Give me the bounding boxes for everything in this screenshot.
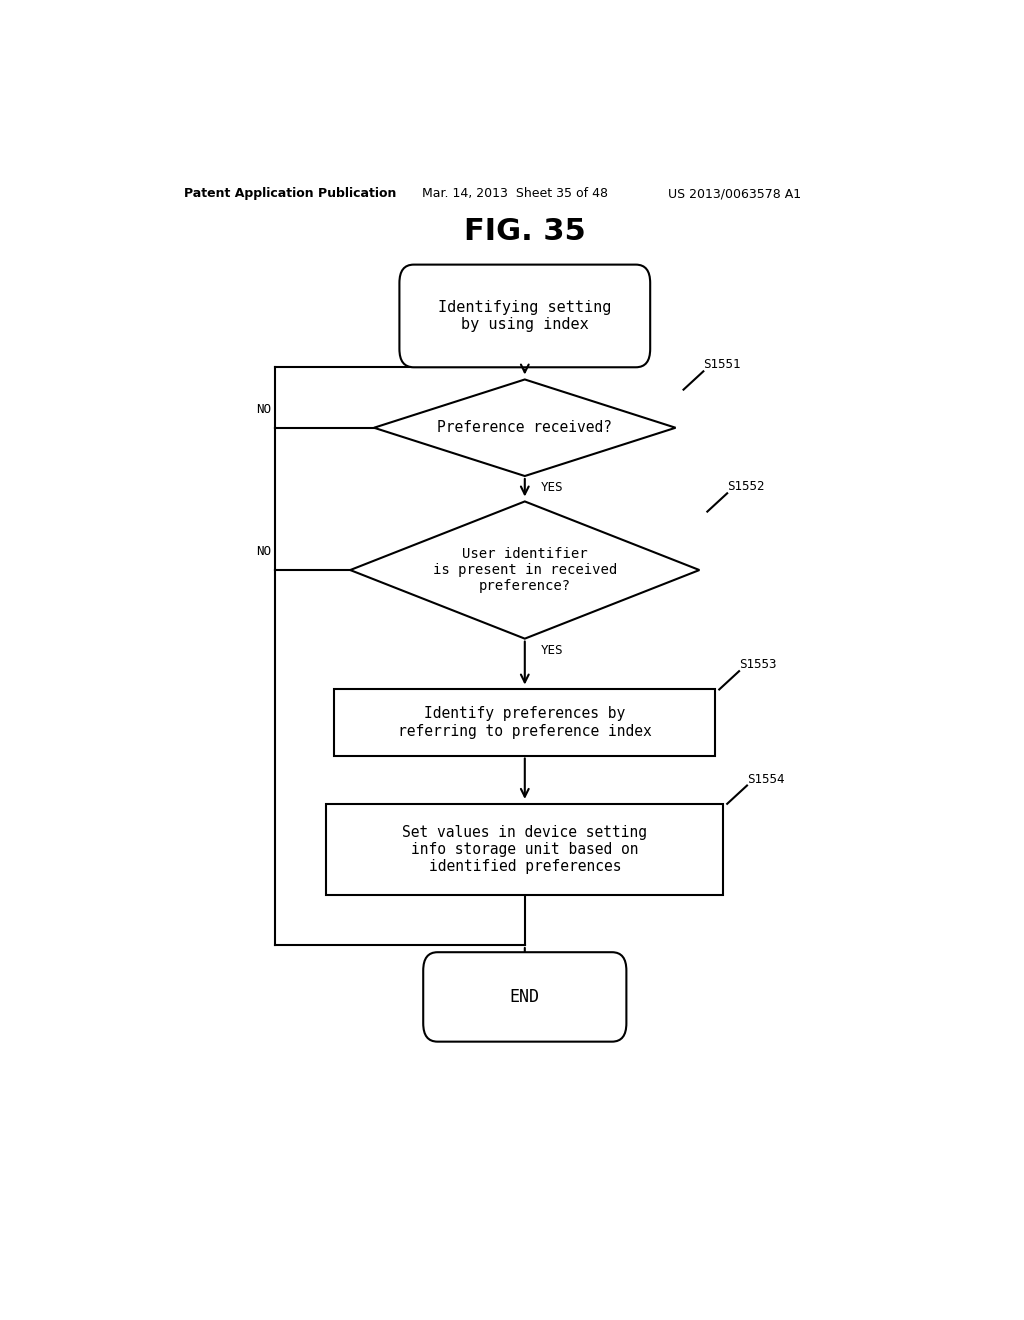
Text: Identify preferences by
referring to preference index: Identify preferences by referring to pre… <box>398 706 651 739</box>
Text: S1554: S1554 <box>748 772 784 785</box>
Text: FIG. 35: FIG. 35 <box>464 216 586 246</box>
Text: S1553: S1553 <box>739 659 776 671</box>
FancyBboxPatch shape <box>399 264 650 367</box>
Polygon shape <box>350 502 699 639</box>
Text: S1552: S1552 <box>727 480 765 494</box>
Text: Set values in device setting
info storage unit based on
identified preferences: Set values in device setting info storag… <box>402 825 647 874</box>
Polygon shape <box>374 379 676 477</box>
Text: NO: NO <box>256 545 270 558</box>
Text: NO: NO <box>256 403 270 416</box>
Text: Patent Application Publication: Patent Application Publication <box>183 187 396 201</box>
Text: US 2013/0063578 A1: US 2013/0063578 A1 <box>668 187 801 201</box>
Bar <box>327 804 723 895</box>
Text: User identifier
is present in received
preference?: User identifier is present in received p… <box>433 546 616 593</box>
Text: YES: YES <box>541 480 563 494</box>
Text: Preference received?: Preference received? <box>437 420 612 436</box>
Text: Mar. 14, 2013  Sheet 35 of 48: Mar. 14, 2013 Sheet 35 of 48 <box>422 187 607 201</box>
FancyBboxPatch shape <box>423 952 627 1041</box>
Bar <box>334 689 715 755</box>
Text: END: END <box>510 987 540 1006</box>
Text: S1551: S1551 <box>703 358 740 371</box>
Text: YES: YES <box>541 644 563 657</box>
Text: Identifying setting
by using index: Identifying setting by using index <box>438 300 611 333</box>
